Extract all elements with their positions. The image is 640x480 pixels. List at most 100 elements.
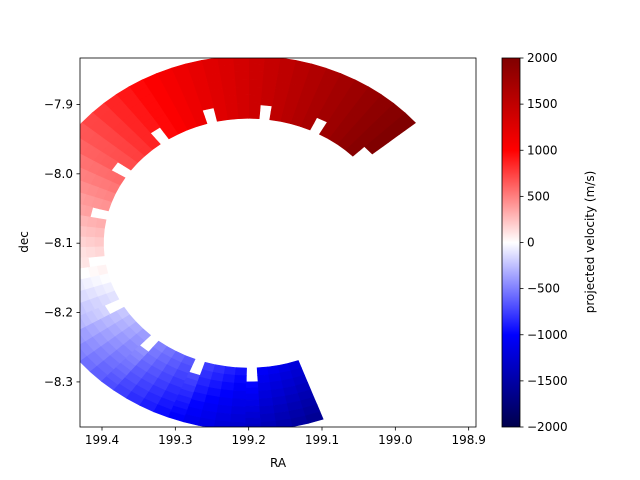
crescent-cell bbox=[305, 411, 324, 424]
colorbar-tick-label: 2000 bbox=[527, 51, 558, 65]
crescent-cell bbox=[213, 420, 231, 427]
crescent-cell bbox=[248, 71, 264, 81]
crescent-cell bbox=[67, 259, 76, 271]
crescent-cell bbox=[278, 58, 297, 69]
crescent-cell bbox=[233, 382, 247, 392]
crescent-cell bbox=[245, 405, 261, 413]
crescent-cell bbox=[245, 393, 260, 401]
crescent-cell bbox=[64, 149, 79, 164]
crescent-cell bbox=[31, 222, 41, 236]
crescent-cell bbox=[248, 102, 261, 112]
crescent-cell bbox=[67, 225, 77, 237]
crescent-cell bbox=[68, 214, 79, 226]
crescent-cell bbox=[59, 212, 70, 225]
crescent-cell bbox=[43, 273, 55, 287]
crescent-cell bbox=[258, 397, 274, 408]
crescent-cell bbox=[233, 63, 249, 73]
crescent-cell bbox=[245, 399, 261, 407]
colorbar-tick-label: 1000 bbox=[527, 143, 558, 157]
crescent-cell bbox=[245, 387, 260, 395]
crescent-cell bbox=[248, 63, 265, 73]
crescent-cell bbox=[248, 94, 262, 104]
crescent-cell bbox=[259, 405, 276, 415]
crescent-cell bbox=[80, 215, 89, 228]
crescent-cell bbox=[85, 246, 96, 258]
colorbar-label: projected velocity (m/s) bbox=[583, 171, 597, 314]
crescent-cell bbox=[56, 145, 72, 160]
crescent-cell bbox=[63, 201, 73, 214]
y-axis: −7.9 −8.0 −8.1 −8.2 −8.3 bbox=[44, 97, 80, 389]
crescent-cell bbox=[235, 86, 249, 96]
colorbar-tick-label: −500 bbox=[527, 282, 560, 296]
crescent-cell bbox=[222, 373, 236, 384]
x-tick-label: 198.9 bbox=[451, 433, 485, 447]
crescent-cell bbox=[32, 262, 41, 276]
crescent-cell bbox=[80, 236, 86, 248]
crescent-cell bbox=[42, 196, 52, 210]
crescent-cell bbox=[80, 127, 97, 144]
colorbar-tick-label: −1000 bbox=[527, 328, 568, 342]
crescent-cell bbox=[56, 199, 66, 212]
crescent-cell bbox=[94, 246, 105, 258]
crescent-cell bbox=[257, 382, 272, 392]
velocity-crescent bbox=[31, 58, 416, 427]
y-tick-label: −8.3 bbox=[44, 375, 73, 389]
crescent-cell bbox=[232, 58, 249, 65]
crescent-cell bbox=[34, 274, 46, 289]
crescent-cell bbox=[49, 223, 59, 236]
crescent-cell bbox=[275, 418, 294, 427]
crescent-cell bbox=[85, 236, 95, 248]
crescent-cell bbox=[245, 411, 261, 419]
crescent-cell bbox=[35, 195, 45, 209]
crescent-cell bbox=[245, 423, 262, 427]
crescent-cell bbox=[245, 417, 262, 425]
crescent-cell bbox=[80, 225, 87, 238]
crescent-cell bbox=[65, 189, 78, 202]
crescent-cell bbox=[257, 374, 271, 384]
crescent-cell bbox=[80, 156, 95, 172]
crescent-cell bbox=[80, 181, 91, 195]
crescent-cell bbox=[80, 257, 84, 270]
crescent-cell bbox=[52, 272, 64, 286]
crescent-cell bbox=[80, 153, 87, 168]
crescent-cell bbox=[80, 279, 86, 292]
crescent-cell bbox=[38, 182, 51, 197]
crescent-cell bbox=[234, 78, 249, 88]
crescent-cell bbox=[260, 420, 278, 427]
crescent-cell bbox=[54, 325, 68, 340]
crescent-cell bbox=[248, 78, 263, 88]
crescent-cell bbox=[263, 58, 281, 65]
crescent-cell bbox=[94, 237, 104, 248]
crescent-cell bbox=[55, 283, 68, 297]
crescent-cell bbox=[230, 406, 247, 416]
crescent-cell bbox=[80, 316, 87, 331]
crescent-cell bbox=[225, 110, 239, 121]
x-axis: 199.4 199.3 199.2 199.1 199.0 198.9 bbox=[85, 427, 486, 447]
y-tick-label: −7.9 bbox=[44, 97, 73, 111]
crescent-cell bbox=[232, 390, 247, 400]
y-tick-label: −8.0 bbox=[44, 167, 73, 181]
crescent-cell bbox=[64, 281, 77, 294]
crescent-cell bbox=[80, 122, 90, 138]
colorbar-tick-label: −1500 bbox=[527, 374, 568, 388]
colorbar-tick-label: 500 bbox=[527, 189, 550, 203]
crescent-cell bbox=[80, 302, 87, 317]
crescent-cell bbox=[31, 248, 41, 262]
crescent-cell bbox=[235, 94, 249, 104]
crescent-cell bbox=[229, 421, 246, 427]
crescent-cell bbox=[216, 58, 234, 66]
crescent-cell bbox=[53, 260, 62, 273]
crescent-cell bbox=[245, 381, 259, 389]
crescent-cell bbox=[258, 389, 273, 400]
crescent-cell bbox=[49, 198, 59, 212]
crescent-cell bbox=[47, 184, 60, 199]
crescent-cell bbox=[31, 235, 40, 249]
y-tick-label: −8.1 bbox=[44, 236, 73, 250]
y-tick-label: −8.2 bbox=[44, 306, 73, 320]
crescent-cell bbox=[38, 287, 51, 302]
colorbar-tick-label: 1500 bbox=[527, 97, 558, 111]
crescent-cell bbox=[41, 210, 52, 224]
y-axis-label: dec bbox=[17, 231, 31, 253]
crescent-cell bbox=[39, 261, 48, 275]
